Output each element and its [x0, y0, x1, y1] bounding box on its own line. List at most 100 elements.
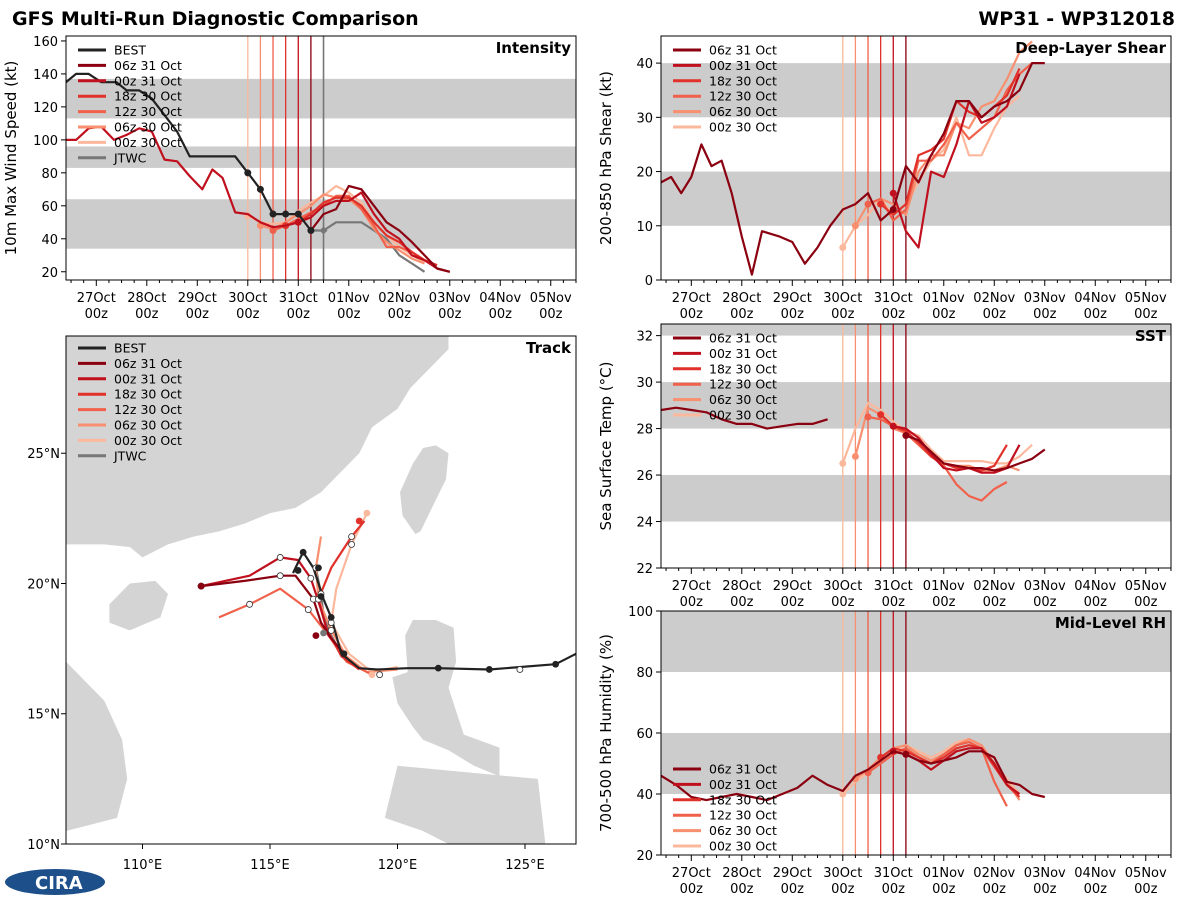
shear-xtick-hour-4: 00z: [882, 307, 906, 322]
track-xtick-label-3: 125°E: [505, 858, 545, 873]
track-legend-label-00z-31-oct: 00z 31 Oct: [114, 371, 182, 386]
sst-xtick-day-4: 31Oct: [874, 579, 913, 594]
intensity-ytick-label-20: 20: [41, 266, 58, 281]
track-marker-best-4: [327, 613, 335, 621]
track-open-marker-06z-30-oct-3: [327, 626, 335, 634]
sst-series-group: [661, 401, 1046, 502]
track-open-marker-12z-30-oct-5: [246, 600, 254, 608]
shear-legend-label-00z-30-oct: 00z 30 Oct: [709, 120, 777, 135]
shear-xtick-hour-0: 00z: [680, 307, 704, 322]
intensity-jtwc-marker: [319, 226, 328, 235]
track-panel: 110°E 115°E 120°E 125°E 10°N 15°N 20°N 25°N Trac…: [27, 335, 577, 873]
shear-xtick-day-6: 02Nov: [973, 291, 1015, 306]
intensity-xtick-day-8: 04Nov: [479, 291, 521, 306]
track-legend-label-06z-31-oct: 06z 31 Oct: [114, 356, 182, 371]
intensity-xtick-day-9: 05Nov: [530, 291, 572, 306]
intensity-xtick-hour-0: 00z: [85, 307, 109, 322]
rh-band-0: [661, 733, 1171, 794]
intensity-legend-label-00z-30-oct: 00z 30 Oct: [114, 135, 182, 150]
shear-xtick-day-0: 27Oct: [672, 291, 711, 306]
land-visayas: [384, 765, 546, 844]
track-marker-00z-30-oct-0: [368, 671, 376, 679]
rh-ytick-label-60: 60: [636, 727, 653, 742]
shear-xtick-hour-6: 00z: [983, 307, 1007, 322]
track-marker-best-7: [299, 548, 307, 556]
shear-legend-label-06z-31-oct: 06z 31 Oct: [709, 43, 777, 58]
track-open-marker-12z-30-oct-3: [304, 606, 312, 613]
intensity-frame: [65, 35, 577, 281]
intensity-xtick-day-3: 30Oct: [228, 291, 267, 306]
track-marker-best-0: [552, 660, 559, 668]
shear-marker-06z-30-oct-0: [851, 222, 859, 230]
sst-xtick-day-0: 27Oct: [672, 579, 711, 594]
intensity-legend-label-jtwc: JTWC: [113, 150, 147, 165]
sst-xtick-hour-0: 00z: [680, 595, 704, 610]
track-open-marker-06z-31-oct-5: [276, 572, 284, 580]
shear-legend-label-18z-30-oct: 18z 30 Oct: [709, 73, 777, 88]
shear-xtick-day-5: 01Nov: [923, 291, 965, 306]
shear-line-06z-31-oct: [661, 61, 1045, 276]
shear-xtick-day-8: 04Nov: [1074, 291, 1116, 306]
cira-logo: CIRA: [5, 869, 105, 895]
shear-legend-label-06z-30-oct: 06z 30 Oct: [709, 104, 777, 119]
rh-marker-06z-31-oct-0: [902, 750, 910, 758]
sst-xtick-hour-7: 00z: [1033, 595, 1057, 610]
rh-legend-label-00z-30-oct: 00z 30 Oct: [709, 839, 777, 854]
rh-band-1: [661, 611, 1171, 672]
sst-ytick-label-28: 28: [636, 423, 653, 438]
intensity-line-jtwc: [310, 221, 426, 273]
rh-ytick-label-80: 80: [636, 666, 653, 681]
sst-ytick-label-32: 32: [636, 330, 653, 345]
sst-xtick-day-7: 03Nov: [1024, 579, 1066, 594]
shear-xtick-day-1: 28Oct: [722, 291, 761, 306]
rh-xtick-hour-4: 00z: [882, 882, 906, 897]
sst-ytick-label-30: 30: [636, 376, 653, 391]
rh-xtick-hour-2: 00z: [781, 882, 805, 897]
sst-xtick-hour-2: 00z: [781, 595, 805, 610]
sst-xtick-hour-3: 00z: [831, 595, 855, 610]
sst-frame: [660, 323, 1172, 569]
rh-ylabel: 700-500 hPa Humidity (%): [597, 634, 615, 832]
track-xtick-label-2: 120°E: [378, 858, 418, 873]
shear-series-group: [661, 40, 1045, 276]
sst-xtick-day-5: 01Nov: [923, 579, 965, 594]
sst-ytick-label-24: 24: [636, 516, 653, 531]
intensity-xtick-hour-3: 00z: [236, 307, 260, 322]
rh-legend-label-06z-31-oct: 06z 31 Oct: [709, 762, 777, 777]
sst-marker-12z-30-oct-0: [864, 413, 872, 421]
track-legend-label-18z-30-oct: 18z 30 Oct: [114, 387, 182, 402]
sst-xtick-hour-5: 00z: [932, 595, 956, 610]
shear-ytick-label-0: 0: [645, 274, 653, 289]
track-marker-18z-30-oct-0: [355, 517, 363, 525]
sst-marker-00z-30-oct-0: [839, 459, 847, 467]
land-vietnam: [66, 661, 128, 831]
intensity-xtick-day-4: 31Oct: [279, 291, 318, 306]
shear-xtick-hour-7: 00z: [1033, 307, 1057, 322]
intensity-marker-00z-31-oct-0: [294, 218, 302, 226]
intensity-line-18z-30-oct: [285, 196, 438, 267]
track-legend-label-06z-30-oct: 06z 30 Oct: [114, 418, 182, 433]
rh-xtick-day-2: 29Oct: [773, 866, 812, 881]
intensity-xtick-day-0: 27Oct: [77, 291, 116, 306]
rh-xtick-day-5: 01Nov: [923, 866, 965, 881]
intensity-xtick-day-5: 01Nov: [328, 291, 370, 306]
sst-marker-18z-30-oct-0: [877, 411, 885, 419]
rh-xtick-hour-9: 00z: [1134, 882, 1158, 897]
sst-band-0: [661, 475, 1171, 522]
rh-xtick-hour-5: 00z: [932, 882, 956, 897]
intensity-line-06z-31-oct: [310, 184, 451, 273]
logo-oval: [5, 869, 105, 895]
rh-xtick-hour-0: 00z: [680, 882, 704, 897]
track-legend-label-best: BEST: [114, 341, 146, 356]
shear-xtick-day-9: 05Nov: [1125, 291, 1167, 306]
rh-series-group: [661, 737, 1046, 807]
rh-xtick-day-4: 31Oct: [874, 866, 913, 881]
track-title: Track: [526, 339, 572, 357]
shear-line-12z-30-oct: [867, 62, 1033, 222]
track-line-06z-31-oct: [200, 574, 345, 655]
intensity-panel: 2040608010012014016027Oct00z28Oct00z29Oc…: [2, 35, 577, 322]
sst-ytick-label-26: 26: [636, 469, 653, 484]
